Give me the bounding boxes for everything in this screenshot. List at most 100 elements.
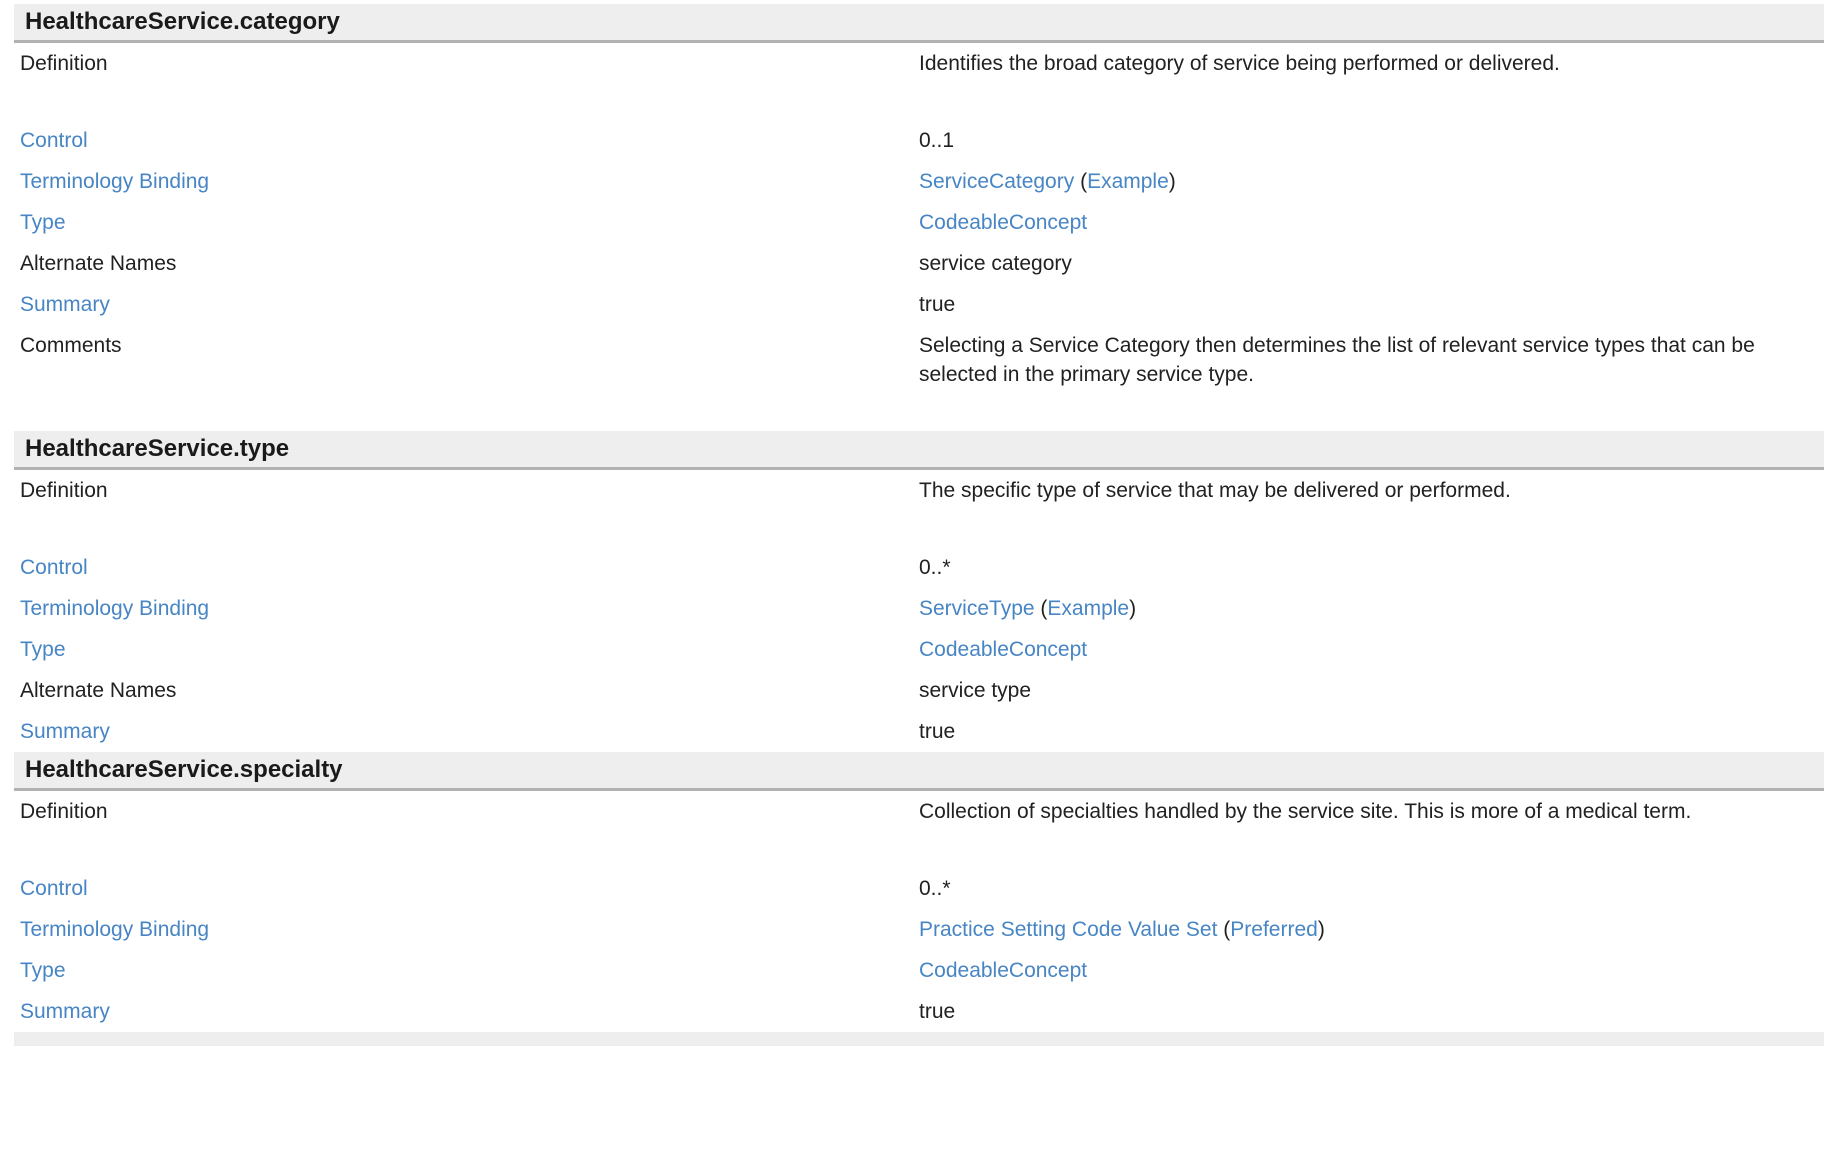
value-text: Selecting a Service Category then determ…: [919, 334, 1761, 386]
value-link[interactable]: CodeableConcept: [919, 211, 1088, 234]
label-cell: Comments: [14, 325, 919, 431]
label-cell: Definition: [14, 42, 919, 121]
value-text: true: [919, 293, 956, 316]
value-cell: ServiceCategory (Example): [919, 161, 1824, 202]
value-text: Identifies the broad category of service…: [919, 52, 1560, 75]
label-cell: Type: [14, 202, 919, 243]
value-text: The specific type of service that may be…: [919, 479, 1511, 502]
row-label-link-control[interactable]: Control: [20, 877, 88, 900]
value-link[interactable]: Example: [1087, 170, 1169, 193]
row-control: Control 0..1: [14, 120, 1824, 161]
value-cell: CodeableConcept: [919, 629, 1824, 670]
value-paragraph: Collection of specialties handled by the…: [919, 797, 1814, 826]
definitions-table-body: HealthcareService.category Definition Iden…: [14, 4, 1824, 1032]
section-title: HealthcareService.category: [25, 8, 340, 35]
section-header: HealthcareService.type: [14, 431, 1824, 470]
value-text: 0..*: [919, 877, 951, 900]
section-header-row-healthcareservice-type: HealthcareService.type: [14, 431, 1824, 470]
row-definition: Definition Identifies the broad category …: [14, 42, 1824, 121]
row-type: Type CodeableConcept: [14, 950, 1824, 991]
row-label-link-terminology-binding[interactable]: Terminology Binding: [20, 918, 210, 941]
row-label-link-type[interactable]: Type: [20, 959, 66, 982]
next-section-header-partial: [14, 1032, 1824, 1046]
section-title: HealthcareService.type: [25, 435, 290, 462]
row-label-link-summary[interactable]: Summary: [20, 1000, 110, 1023]
row-comments: Comments Selecting a Service Category the…: [14, 325, 1824, 431]
value-text: (: [1034, 597, 1048, 620]
row-label-definition: Definition: [20, 800, 108, 823]
value-cell: CodeableConcept: [919, 950, 1824, 991]
row-label-link-summary[interactable]: Summary: [20, 720, 110, 743]
value-cell: Practice Setting Code Value Set (Preferr…: [919, 909, 1824, 950]
row-summary: Summary true: [14, 284, 1824, 325]
value-link[interactable]: CodeableConcept: [919, 638, 1088, 661]
row-label-link-terminology-binding[interactable]: Terminology Binding: [20, 170, 210, 193]
row-label-link-control[interactable]: Control: [20, 129, 88, 152]
row-terminology-binding: Terminology Binding Practice Setting Code…: [14, 909, 1824, 950]
row-definition: Definition Collection of specialties hand…: [14, 790, 1824, 869]
value-cell: true: [919, 991, 1824, 1032]
value-cell: service category: [919, 243, 1824, 284]
label-cell: Control: [14, 868, 919, 909]
section-header-row-healthcareservice-category: HealthcareService.category: [14, 4, 1824, 43]
value-cell: ServiceType (Example): [919, 588, 1824, 629]
row-label-link-summary[interactable]: Summary: [20, 293, 110, 316]
row-alternate-names: Alternate Names service type: [14, 670, 1824, 711]
row-label-definition: Definition: [20, 479, 108, 502]
label-cell: Terminology Binding: [14, 161, 919, 202]
value-text: ): [1168, 170, 1176, 193]
section-header: HealthcareService.category: [14, 4, 1824, 43]
row-summary: Summary true: [14, 711, 1824, 752]
value-text: service type: [919, 679, 1032, 702]
value-text: ): [1317, 918, 1325, 941]
row-type: Type CodeableConcept: [14, 629, 1824, 670]
definitions-table: HealthcareService.category Definition Iden…: [14, 4, 1824, 1032]
value-text: true: [919, 1000, 956, 1023]
value-cell: service type: [919, 670, 1824, 711]
row-type: Type CodeableConcept: [14, 202, 1824, 243]
value-link[interactable]: Practice Setting Code Value Set: [919, 918, 1218, 941]
row-label-link-type[interactable]: Type: [20, 638, 66, 661]
value-cell: 0..*: [919, 868, 1824, 909]
value-link[interactable]: Example: [1047, 597, 1130, 620]
row-label-link-terminology-binding[interactable]: Terminology Binding: [20, 597, 210, 620]
value-paragraph: Selecting a Service Category then determ…: [919, 331, 1814, 389]
label-cell: Alternate Names: [14, 243, 919, 284]
value-cell: true: [919, 711, 1824, 752]
row-label-alternate-names: Alternate Names: [20, 679, 177, 702]
value-paragraph: Identifies the broad category of service…: [919, 49, 1814, 78]
value-link[interactable]: CodeableConcept: [919, 959, 1088, 982]
value-cell: CodeableConcept: [919, 202, 1824, 243]
label-cell: Definition: [14, 790, 919, 869]
label-cell: Definition: [14, 469, 919, 548]
row-label-link-type[interactable]: Type: [20, 211, 66, 234]
row-summary: Summary true: [14, 991, 1824, 1032]
value-link[interactable]: ServiceType: [919, 597, 1035, 620]
row-label-definition: Definition: [20, 52, 108, 75]
row-label-comments: Comments: [20, 334, 122, 357]
label-cell: Type: [14, 629, 919, 670]
section-header: HealthcareService.specialty: [14, 752, 1824, 791]
label-cell: Control: [14, 120, 919, 161]
value-text: 0..1: [919, 129, 955, 152]
label-cell: Summary: [14, 991, 919, 1032]
row-control: Control 0..*: [14, 547, 1824, 588]
row-terminology-binding: Terminology Binding ServiceType (Example): [14, 588, 1824, 629]
label-cell: Control: [14, 547, 919, 588]
row-label-alternate-names: Alternate Names: [20, 252, 177, 275]
value-text: service category: [919, 252, 1072, 275]
value-cell: Selecting a Service Category then determ…: [919, 325, 1824, 431]
value-link[interactable]: ServiceCategory: [919, 170, 1075, 193]
value-text: (: [1217, 918, 1231, 941]
value-link[interactable]: Preferred: [1230, 918, 1318, 941]
label-cell: Alternate Names: [14, 670, 919, 711]
row-label-link-control[interactable]: Control: [20, 556, 88, 579]
value-text: (: [1074, 170, 1088, 193]
value-cell: Collection of specialties handled by the…: [919, 790, 1824, 869]
value-cell: Identifies the broad category of service…: [919, 42, 1824, 121]
value-cell: 0..1: [919, 120, 1824, 161]
value-cell: 0..*: [919, 547, 1824, 588]
row-alternate-names: Alternate Names service category: [14, 243, 1824, 284]
label-cell: Summary: [14, 284, 919, 325]
section-title: HealthcareService.specialty: [25, 756, 343, 783]
